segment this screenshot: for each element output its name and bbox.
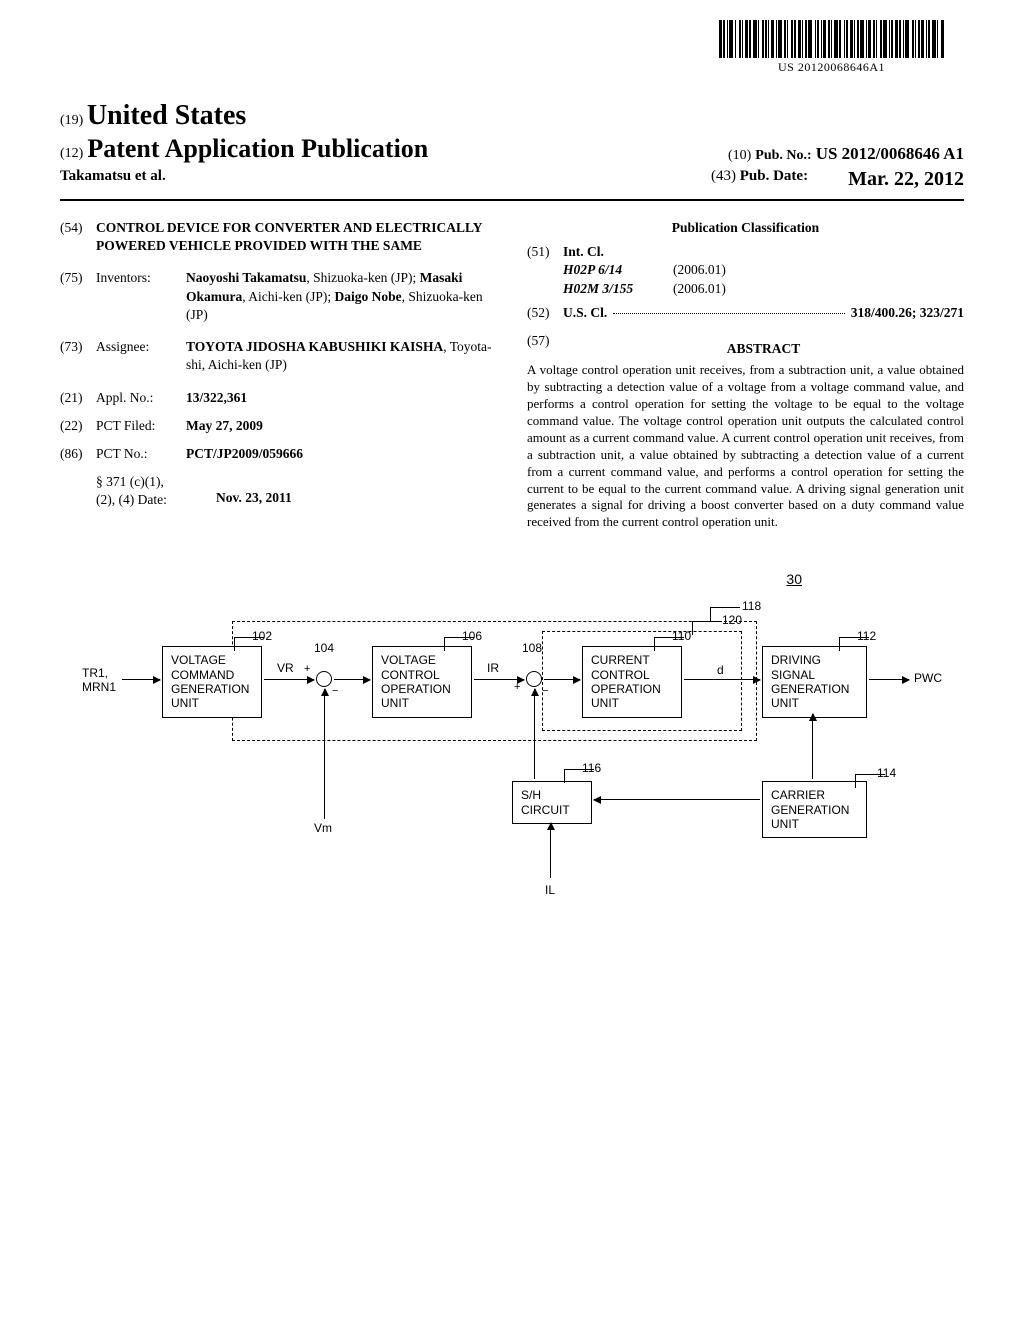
field-51-num: (51)	[527, 243, 563, 298]
inventors-label: Inventors:	[96, 269, 186, 324]
s371-label-a: § 371 (c)(1),	[96, 473, 216, 491]
field-54-num: (54)	[60, 219, 96, 255]
input-signals: TR1, MRN1	[82, 666, 142, 694]
arrow-114-116	[594, 799, 760, 800]
ref-30: 30	[786, 571, 802, 587]
pubdate-label: Pub. Date:	[740, 168, 808, 184]
arrow-vr	[264, 679, 314, 680]
applno-label: Appl. No.:	[96, 389, 186, 407]
right-column: Publication Classification (51) Int. Cl.…	[527, 219, 964, 531]
block-110: CURRENT CONTROL OPERATION UNIT	[582, 646, 682, 718]
ref-110: 110	[672, 629, 691, 643]
arrow-d	[684, 679, 760, 680]
minus-104: −	[332, 685, 338, 697]
ref-118: 118	[742, 599, 761, 613]
barcode-icon	[719, 20, 944, 58]
field-21-num: (21)	[60, 389, 96, 407]
publication-number: US 2012/0068646 A1	[816, 144, 964, 163]
pctfiled-label: PCT Filed:	[96, 417, 186, 435]
abstract-text: A voltage control operation unit receive…	[527, 362, 964, 531]
arrow-108-110	[544, 679, 580, 680]
intcl-ver-1: (2006.01)	[673, 280, 726, 298]
pctno-value: PCT/JP2009/059666	[186, 445, 497, 463]
intcl-code-1: H02M 3/155	[563, 280, 673, 298]
arrow-vm-up	[324, 689, 325, 819]
block-112: DRIVING SIGNAL GENERATION UNIT	[762, 646, 867, 718]
bibliographic-section: (54) CONTROL DEVICE FOR CONVERTER AND EL…	[60, 219, 964, 531]
invention-title: CONTROL DEVICE FOR CONVERTER AND ELECTRI…	[96, 219, 497, 255]
intcl-ver-0: (2006.01)	[673, 261, 726, 279]
s371-date: Nov. 23, 2011	[216, 473, 497, 509]
pctno-label: PCT No.:	[96, 445, 186, 463]
publication-date: Mar. 22, 2012	[848, 168, 964, 191]
field-10-num: (10)	[728, 148, 751, 163]
s371-label-b: (2), (4) Date:	[96, 491, 216, 509]
ref-102: 102	[252, 629, 272, 643]
field-43-num: (43)	[711, 168, 736, 184]
field-75-num: (75)	[60, 269, 96, 324]
document-header: (19) United States (12) Patent Applicati…	[60, 100, 964, 201]
block-114: CARRIER GENERATION UNIT	[762, 781, 867, 838]
barcode-region: US 20120068646A1	[719, 20, 944, 75]
barcode-text: US 20120068646A1	[719, 60, 944, 75]
uscl-label: U.S. Cl.	[563, 304, 607, 322]
left-column: (54) CONTROL DEVICE FOR CONVERTER AND EL…	[60, 219, 497, 531]
classification-heading: Publication Classification	[527, 219, 964, 237]
dot-leader	[613, 304, 844, 314]
assignee-value: TOYOTA JIDOSHA KABUSHIKI KAISHA, Toyota-…	[186, 338, 497, 374]
inventors-value: Naoyoshi Takamatsu, Shizuoka-ken (JP); M…	[186, 269, 497, 324]
ref-116: 116	[582, 761, 601, 775]
authors: Takamatsu et al.	[60, 168, 166, 191]
signal-vr: VR	[277, 661, 294, 675]
ref-108: 108	[522, 641, 542, 655]
plus-104: +	[304, 663, 310, 675]
ref-112: 112	[857, 629, 876, 643]
signal-pwc: PWC	[914, 671, 942, 685]
intcl-code-0: H02P 6/14	[563, 261, 673, 279]
abstract-heading: ABSTRACT	[563, 340, 964, 358]
arrow-il	[550, 823, 551, 878]
minus-108: −	[542, 685, 548, 697]
field-52-num: (52)	[527, 304, 563, 322]
pubno-label: Pub. No.:	[755, 148, 811, 163]
applno-value: 13/322,361	[186, 389, 497, 407]
plus-108: +	[514, 681, 520, 693]
block-116: S/H CIRCUIT	[512, 781, 592, 824]
signal-ir: IR	[487, 661, 499, 675]
arrow-pwc	[869, 679, 909, 680]
uscl-value: 318/400.26; 323/271	[851, 304, 964, 322]
block-106: VOLTAGE CONTROL OPERATION UNIT	[372, 646, 472, 718]
arrow-in	[122, 679, 160, 680]
field-73-num: (73)	[60, 338, 96, 374]
field-86-num: (86)	[60, 445, 96, 463]
intcl-label: Int. Cl.	[563, 243, 964, 261]
assignee-label: Assignee:	[96, 338, 186, 374]
field-22-num: (22)	[60, 417, 96, 435]
arrow-116-108	[534, 689, 535, 779]
ref-114: 114	[877, 766, 896, 780]
ref-106: 106	[462, 629, 482, 643]
field-12-num: (12)	[60, 146, 83, 161]
signal-vm: Vm	[314, 821, 332, 835]
header-rule	[60, 199, 964, 201]
publication-kind: Patent Application Publication	[87, 134, 428, 163]
arrow-104-106	[334, 679, 370, 680]
ref-120: 120	[722, 613, 742, 627]
signal-d: d	[717, 663, 724, 677]
arrow-114-112	[812, 714, 813, 779]
field-57-num: (57)	[527, 332, 563, 362]
country-name: United States	[87, 100, 246, 131]
pctfiled-value: May 27, 2009	[186, 417, 497, 435]
block-diagram: 30 118 120 TR1, MRN1 VOLTAGE COMMAND GEN…	[82, 581, 942, 961]
ref-104: 104	[314, 641, 334, 655]
arrow-ir	[474, 679, 524, 680]
block-102: VOLTAGE COMMAND GENERATION UNIT	[162, 646, 262, 718]
signal-il: IL	[545, 883, 555, 897]
field-19-num: (19)	[60, 113, 83, 128]
